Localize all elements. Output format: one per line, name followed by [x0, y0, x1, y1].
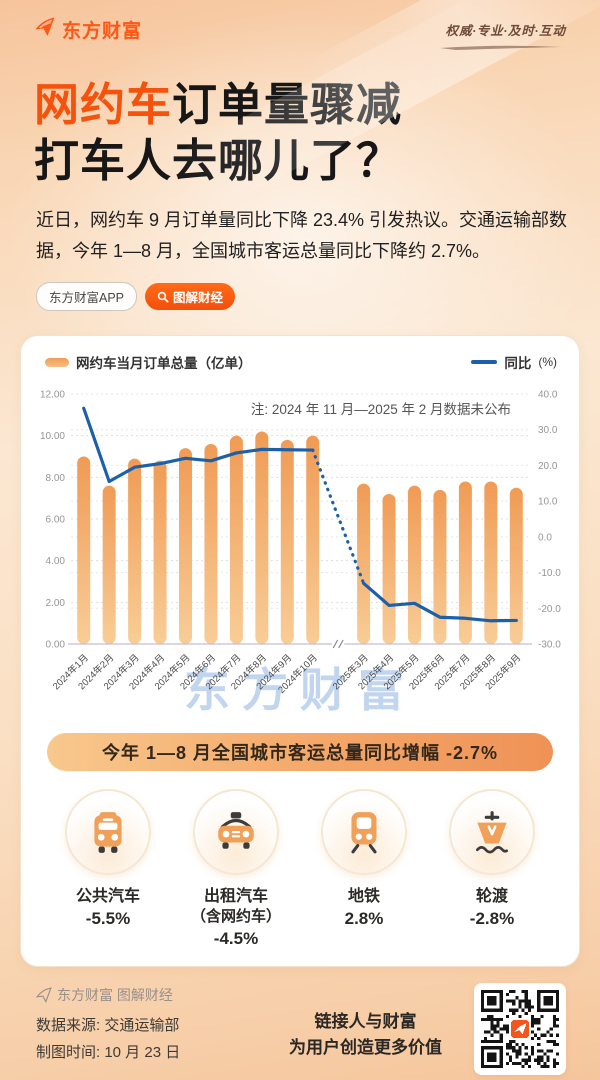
brand-name: 东方财富 [62, 21, 143, 42]
chart-card: 东方财富 网约车当月订单总量（亿单） 同比 (%) 12.00 10.00 8.00… [20, 335, 580, 967]
line-legend-label: 同比 [504, 356, 532, 371]
brand-swoosh-icon [34, 16, 56, 43]
intro-paragraph: 近日，网约车 9 月订单量同比下降 23.4% 引发热议。交通运输部数据，今年 … [36, 210, 568, 261]
header: 东方财富 权威·专业·及时·互动 [0, 0, 600, 57]
qr-code [474, 983, 566, 1075]
bus-icon [94, 812, 122, 853]
footer: 东方财富 图解财经 数据来源: 交通运输部 制图时间: 10 月 23 日 链接… [0, 981, 600, 1080]
page-title: 网约车订单量骤减 打车人去哪儿了？ [34, 77, 566, 189]
footer-left: 东方财富 图解财经 数据来源: 交通运输部 制图时间: 10 月 23 日 [36, 985, 180, 1062]
bar-legend-label: 网约车当月订单总量（亿单） [76, 356, 252, 371]
svg-text:40.0: 40.0 [538, 390, 558, 401]
mode-taxi: 出租汽车 （含网约车） -4.5% [177, 789, 295, 950]
svg-text:30.0: 30.0 [538, 425, 558, 436]
brand-slogan: 权威·专业·及时·互动 [436, 16, 566, 57]
svg-text:12.00: 12.00 [40, 390, 65, 401]
badge-row: 东方财富APP 图解财经 [36, 282, 564, 311]
svg-text:8.00: 8.00 [46, 473, 66, 484]
svg-text:-30.0: -30.0 [538, 640, 561, 651]
chart-canvas: 12.00 10.00 8.00 6.00 4.00 2.00 0.00 40.0 30.0 20… [40, 390, 561, 696]
summary-banner: 今年 1—8 月全国城市客运总量同比增幅 -2.7% [47, 733, 553, 771]
transport-modes: 公共汽车 -5.5% [49, 789, 551, 950]
bar-legend-swatch [45, 357, 69, 367]
svg-text:0.0: 0.0 [538, 532, 552, 543]
combo-chart: 12.00 10.00 8.00 6.00 4.00 2.00 0.00 40.0 30.0 20… [31, 378, 569, 729]
svg-text:10.0: 10.0 [538, 497, 558, 508]
search-icon [157, 291, 169, 303]
svg-text:2.00: 2.00 [46, 598, 66, 609]
qr-code-image [481, 990, 559, 1068]
line-legend-unit: (%) [538, 355, 557, 369]
legend-bar-series: 网约车当月订单总量（亿单） [45, 352, 252, 372]
legend-line-series: 同比 (%) [471, 352, 557, 372]
taxi-icon [218, 812, 254, 849]
footer-logo-icon [36, 987, 52, 1003]
line-legend-swatch [471, 360, 498, 364]
svg-text:4.00: 4.00 [46, 556, 66, 567]
svg-text:注: 2024 年 11 月—2025 年 2 月数据未公布: 注: 2024 年 11 月—2025 年 2 月数据未公布 [251, 402, 511, 417]
footer-brand: 东方财富 图解财经 [36, 985, 180, 1005]
metro-icon [351, 812, 377, 854]
footer-slogan: 链接人与财富 为用户创造更多价值 [289, 1012, 442, 1057]
app-badge[interactable]: 东方财富APP [36, 282, 138, 311]
channel-badge[interactable]: 图解财经 [145, 283, 236, 310]
svg-text:0.00: 0.00 [46, 640, 66, 651]
mode-ferry: 轮渡 -2.8% [433, 789, 551, 950]
svg-text:-20.0: -20.0 [538, 604, 561, 615]
title-line2: 打车人去哪儿了？ [34, 135, 403, 186]
ferry-icon [476, 811, 508, 854]
title-highlight: 网约车 [34, 79, 173, 130]
channel-badge-label: 图解财经 [173, 291, 224, 305]
slogan-underline [440, 45, 562, 50]
svg-text:20.0: 20.0 [538, 461, 558, 472]
data-source: 数据来源: 交通运输部 [36, 1017, 180, 1034]
svg-text:6.00: 6.00 [46, 515, 66, 526]
svg-text:10.00: 10.00 [40, 431, 65, 442]
title-line1: 订单量骤减 [172, 79, 403, 130]
qr-block: 扫码看更多 [474, 983, 566, 1080]
chart-legend: 网约车当月订单总量（亿单） 同比 (%) [31, 350, 569, 372]
mode-bus: 公共汽车 -5.5% [49, 789, 167, 950]
svg-text:-10.0: -10.0 [538, 568, 561, 579]
mode-metro: 地铁 2.8% [305, 789, 423, 950]
brand-logo: 东方财富 [34, 16, 142, 43]
chart-date: 制图时间: 10 月 23 日 [36, 1044, 181, 1061]
